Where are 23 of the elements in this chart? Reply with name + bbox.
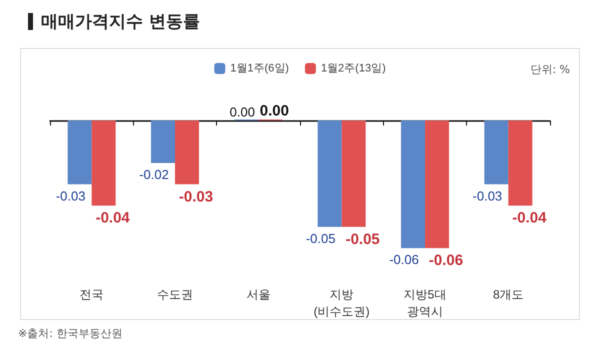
data-label: 0.00 [230,104,255,120]
data-label: 0.00 [260,102,289,120]
data-label: -0.06 [389,252,419,268]
x-tick-label: 수도권 [157,288,193,302]
data-label: -0.05 [346,230,380,248]
x-tick-label: 전국 [80,288,104,302]
data-label: -0.04 [96,210,130,227]
x-tick-label: 지방5대 광역시 [404,288,446,318]
data-label: -0.03 [178,188,214,206]
data-label: -0.03 [472,188,502,204]
x-tick-label: 지방 (비수도권) [314,288,370,318]
legend-label: 1월1주(6일) [230,62,289,74]
legend-label: 1월2주(13일) [320,62,386,74]
text: ※출처: 한국부동산원 [18,326,122,341]
data-label: -0.03 [56,188,86,204]
data-label: -0.05 [306,230,336,246]
x-tick-label: 서울 [246,288,270,302]
chart-title: 매매가격지수 변동률 [41,11,200,33]
text: 단위: % [530,62,570,77]
data-label: -0.04 [512,210,548,227]
data-label: -0.06 [428,252,464,270]
data-label: -0.02 [139,167,169,182]
x-tick-label: 8개도 [492,288,524,302]
